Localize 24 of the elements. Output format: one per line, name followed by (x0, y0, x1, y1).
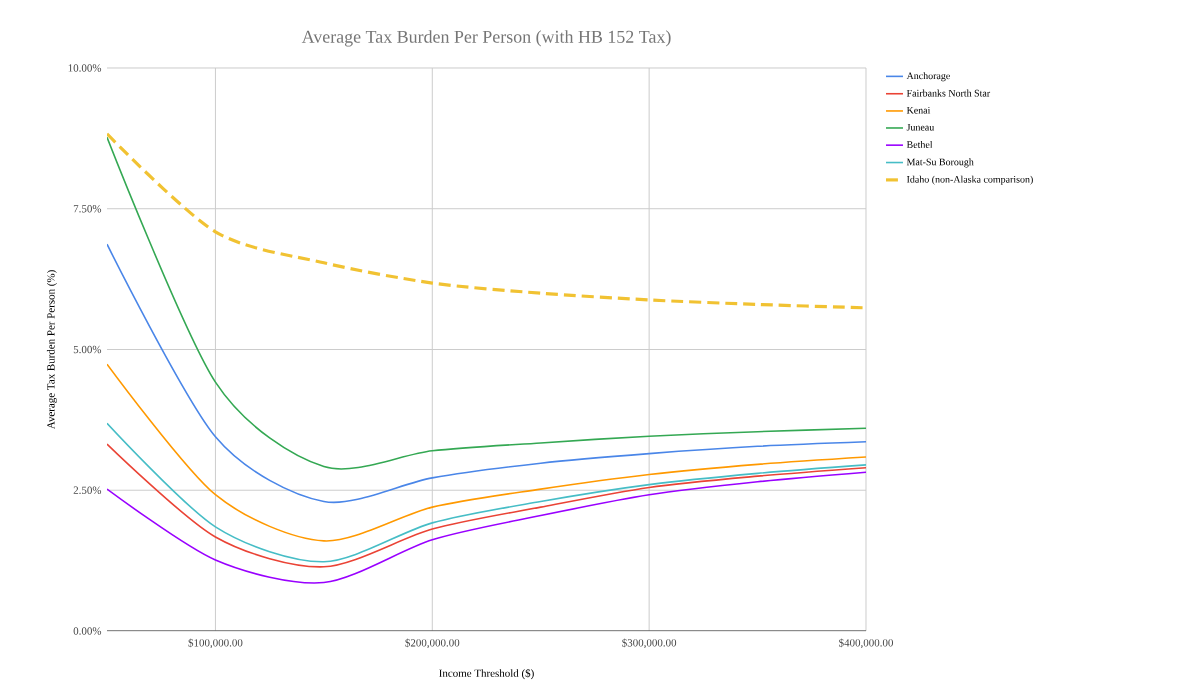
y-tick-label: 5.00% (73, 345, 102, 354)
x-tick-label: $400,000.00 (839, 638, 893, 649)
x-tick-label: $200,000.00 (405, 638, 460, 649)
chart-title: Average Tax Burden Per Person (with HB 152 Tax) (301, 30, 671, 47)
legend-label: Kenai (906, 106, 931, 114)
legend-label: Bethel (906, 140, 933, 148)
x-tick-label: $100,000.00 (188, 638, 243, 649)
x-tick-label: $300,000.00 (622, 638, 677, 649)
y-tick-label: 10.00% (68, 64, 102, 72)
legend-label: Fairbanks North Star (906, 89, 991, 97)
line-series (107, 243, 867, 504)
y-axis-title: Average Tax Burden Per Person (%) (46, 270, 57, 430)
legend-label: Idaho (non-Alaska comparison) (906, 175, 1033, 185)
line-series (107, 443, 867, 568)
legend-label: Juneau (906, 123, 935, 131)
x-axis-title: Income Threshold ($) (439, 668, 534, 680)
y-tick-label: 0.00% (73, 627, 102, 635)
line-series (107, 363, 867, 542)
y-tick-label: 7.50% (73, 205, 102, 213)
line-series (107, 471, 867, 584)
y-tick-label: 2.50% (73, 486, 102, 494)
legend-label: Anchorage (906, 72, 950, 82)
line-series (107, 422, 867, 563)
legend-label: Mat-Su Borough (906, 158, 974, 168)
